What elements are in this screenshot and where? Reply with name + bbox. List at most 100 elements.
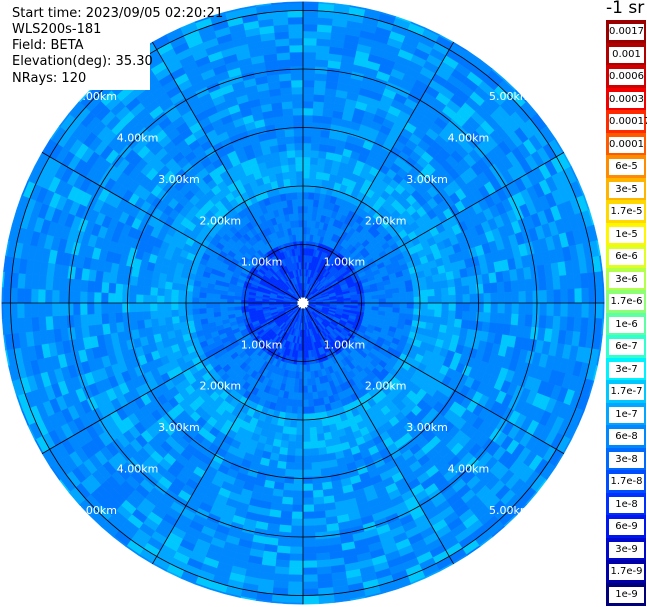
beta-cell <box>128 293 137 304</box>
beta-cell <box>302 364 307 373</box>
beta-cell <box>291 518 304 527</box>
beta-cell <box>310 156 319 166</box>
beta-cell <box>302 198 309 207</box>
beta-cell <box>302 518 315 527</box>
beta-cell <box>468 311 478 322</box>
beta-cell <box>433 281 442 290</box>
beta-cell <box>289 553 304 562</box>
beta-cell <box>72 302 81 316</box>
beta-cell <box>30 288 39 304</box>
beta-cell <box>121 293 130 304</box>
beta-cell <box>278 446 288 456</box>
beta-cell <box>277 453 288 463</box>
beta-cell <box>392 292 401 299</box>
beta-cell <box>177 302 186 310</box>
beta-cell <box>297 399 304 408</box>
beta-cell <box>454 286 464 296</box>
beta-cell <box>313 94 326 103</box>
beta-cell <box>318 453 329 463</box>
beta-cell <box>205 307 214 314</box>
beta-cell <box>150 278 160 288</box>
beta-cell <box>212 298 221 304</box>
beta-cell <box>285 461 295 471</box>
beta-cell <box>302 114 314 123</box>
beta-cell <box>114 302 123 314</box>
beta-cell <box>59 315 68 329</box>
beta-cell <box>58 302 67 317</box>
beta-cell <box>93 291 102 304</box>
beta-cell <box>302 205 309 214</box>
beta-cell <box>503 280 512 293</box>
beta-cell <box>72 290 81 304</box>
beta-cell <box>143 318 153 329</box>
beta-cell <box>135 294 144 304</box>
beta-cell <box>308 177 317 186</box>
beta-cell <box>497 302 506 314</box>
beta-cell <box>510 280 519 293</box>
beta-cell <box>517 314 526 327</box>
beta-cell <box>273 573 290 582</box>
beta-cell <box>302 539 317 548</box>
beta-cell <box>399 291 408 299</box>
beta-cell <box>302 58 317 67</box>
beta-cell <box>420 302 429 310</box>
beta-cell <box>310 440 319 450</box>
beta-cell <box>302 595 319 604</box>
beta-cell <box>143 277 153 288</box>
beta-cell <box>121 283 131 295</box>
beta-cell <box>316 559 331 568</box>
beta-cell <box>302 497 314 506</box>
beta-cell <box>406 302 415 310</box>
beta-cell <box>302 100 314 109</box>
beta-cell <box>121 311 131 323</box>
beta-cell <box>302 448 312 457</box>
beta-cell <box>163 288 172 297</box>
beta-cell <box>302 434 311 443</box>
beta-cell <box>44 289 53 304</box>
beta-cell <box>289 420 298 429</box>
beta-cell <box>287 595 304 604</box>
beta-cell <box>16 302 25 319</box>
beta-cell <box>302 233 307 242</box>
beta-cell <box>308 406 315 415</box>
beta-cell <box>79 302 88 315</box>
beta-cell <box>469 293 478 304</box>
beta-cell <box>289 539 304 548</box>
beta-cell <box>128 311 138 322</box>
beta-cell <box>31 274 40 290</box>
beta-cell <box>446 278 456 288</box>
beta-cell <box>51 302 60 317</box>
beta-cell <box>94 280 103 293</box>
beta-cell <box>305 364 311 373</box>
beta-cell <box>426 315 435 324</box>
beta-cell <box>462 302 471 312</box>
beta-cell <box>490 292 499 304</box>
beta-cell <box>476 302 485 313</box>
beta-cell <box>286 454 296 464</box>
beta-cell <box>191 291 200 298</box>
beta-cell <box>80 314 89 327</box>
beta-cell <box>399 302 408 309</box>
beta-cell <box>205 297 214 304</box>
beta-cell <box>385 293 394 299</box>
beta-cell <box>298 385 304 394</box>
beta-cell <box>219 306 228 312</box>
beta-cell <box>567 302 576 318</box>
beta-cell <box>490 302 499 314</box>
beta-cell <box>280 503 293 512</box>
beta-cell <box>427 302 436 311</box>
beta-cell <box>296 420 304 429</box>
beta-cell <box>302 483 314 492</box>
beta-cell <box>87 313 96 326</box>
beta-cell <box>293 476 304 485</box>
beta-cell <box>101 312 110 325</box>
beta-cell <box>314 517 327 526</box>
beta-cell <box>156 310 166 319</box>
beta-cell <box>292 392 299 401</box>
beta-cell <box>559 316 568 331</box>
beta-cell <box>546 289 555 304</box>
beta-cell <box>271 594 288 603</box>
beta-cell <box>45 315 54 331</box>
beta-cell <box>233 302 242 307</box>
